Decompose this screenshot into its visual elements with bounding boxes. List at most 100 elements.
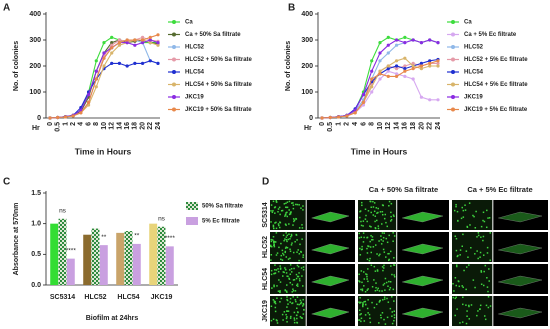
micrograph-speck	[483, 315, 486, 317]
micrograph-speck	[487, 217, 489, 219]
micrograph-speck	[295, 277, 298, 280]
micrograph-speck	[385, 221, 387, 224]
micrograph-speck	[295, 273, 298, 276]
micrograph-speck	[276, 252, 279, 254]
legend-label: HLC52 + 5% Ec filtrate	[464, 57, 528, 63]
legend-marker	[172, 82, 176, 87]
data-point	[386, 35, 390, 40]
legend-swatch	[186, 217, 198, 225]
micrograph-speck	[393, 274, 395, 276]
micrograph-speck	[381, 290, 383, 292]
data-point	[125, 41, 129, 45]
micrograph-speck	[298, 303, 300, 306]
data-point	[394, 67, 399, 71]
micrograph-speck	[459, 322, 461, 324]
micrograph-speck	[476, 314, 478, 317]
legend-label: HLC52	[185, 45, 205, 51]
data-point	[411, 61, 415, 65]
micrograph-speck	[289, 301, 291, 303]
micrograph-speck	[274, 222, 276, 224]
data-point	[148, 41, 152, 45]
micrograph-speck	[454, 314, 456, 317]
micrograph-speck	[301, 238, 303, 240]
y-axis-title: Absorbance at 570nm	[13, 203, 20, 276]
micrograph-speck	[393, 310, 396, 313]
y-tick-label: 0	[309, 115, 313, 122]
micrograph-speck	[384, 213, 387, 216]
legend-marker	[451, 45, 455, 49]
micrograph-speck	[286, 306, 288, 308]
micrograph-speck	[456, 265, 458, 268]
micrograph-speck	[372, 214, 375, 216]
micrograph-speck	[296, 311, 299, 313]
micrograph-speck	[294, 290, 297, 292]
micrograph-speck	[293, 311, 296, 314]
micrograph-speck	[393, 257, 395, 259]
column-title: Ca + 5% Ec filtrate	[467, 185, 532, 194]
legend-label: Ca + 50% Sa filtrate	[185, 32, 241, 38]
micrograph-speck	[377, 225, 380, 227]
micrograph-speck	[486, 246, 489, 249]
micrograph-speck	[462, 233, 464, 236]
micrograph-speck	[391, 322, 394, 325]
y-axis-title: No. of colonies	[285, 41, 292, 91]
micrograph-speck	[286, 284, 288, 286]
micrograph-speck	[290, 211, 292, 213]
micrograph-speck	[272, 225, 275, 228]
data-point	[403, 56, 407, 60]
y-tick-label: 1.0	[31, 221, 41, 228]
micrograph-speck	[298, 204, 300, 206]
micrograph-speck	[457, 254, 459, 257]
micrograph-speck	[480, 283, 483, 285]
bar	[91, 228, 100, 285]
micrograph-speck	[477, 232, 480, 234]
micrograph-speck	[363, 300, 365, 303]
micrograph-speck	[454, 297, 457, 300]
legend-marker	[451, 32, 455, 37]
micrograph-speck	[359, 247, 361, 250]
micrograph-speck	[283, 203, 286, 205]
micrograph-speck	[276, 297, 278, 299]
micrograph-speck	[375, 303, 378, 306]
micrograph-speck	[379, 300, 381, 302]
micrograph-speck	[393, 275, 396, 278]
micrograph-speck	[361, 289, 364, 292]
x-tick-label: 24	[155, 122, 162, 130]
micrograph-speck	[374, 289, 377, 292]
micrograph-speck	[379, 253, 381, 256]
micrograph-speck	[298, 278, 301, 280]
legend-label: HLC54 + 5% Ec filtrate	[464, 82, 528, 88]
micrograph-speck	[369, 240, 371, 243]
render-3d-slab	[311, 243, 350, 255]
micrograph-speck	[480, 225, 483, 228]
data-point	[86, 93, 91, 97]
significance-label: ****	[66, 247, 77, 254]
micrograph-speck	[369, 321, 372, 324]
micrograph-speck	[374, 270, 377, 272]
micrograph-speck	[373, 279, 375, 281]
micrograph-speck	[385, 237, 388, 240]
micrograph-speck	[362, 302, 364, 304]
legend-marker	[451, 70, 455, 74]
micrograph-speck	[388, 252, 390, 255]
micrograph-speck	[370, 226, 372, 228]
micrograph-speck	[384, 277, 387, 280]
micrograph-speck	[270, 244, 272, 247]
micrograph	[452, 264, 493, 294]
data-point	[370, 69, 374, 73]
micrograph-speck	[293, 220, 295, 223]
micrograph-speck	[465, 250, 468, 252]
micrograph-speck	[470, 246, 472, 249]
micrograph-speck	[360, 301, 362, 304]
micrograph-speck	[301, 227, 304, 229]
legend-label: HLC52	[464, 45, 484, 51]
micrograph-speck	[272, 224, 275, 227]
micrograph-speck	[281, 209, 284, 212]
micrograph-speck	[358, 280, 360, 282]
micrograph-speck	[274, 212, 276, 214]
legend-marker	[451, 95, 455, 99]
micrograph-speck	[299, 299, 302, 302]
x-tick-label: 20	[139, 122, 146, 130]
micrograph-speck	[289, 281, 292, 284]
micrograph-speck	[294, 240, 296, 243]
